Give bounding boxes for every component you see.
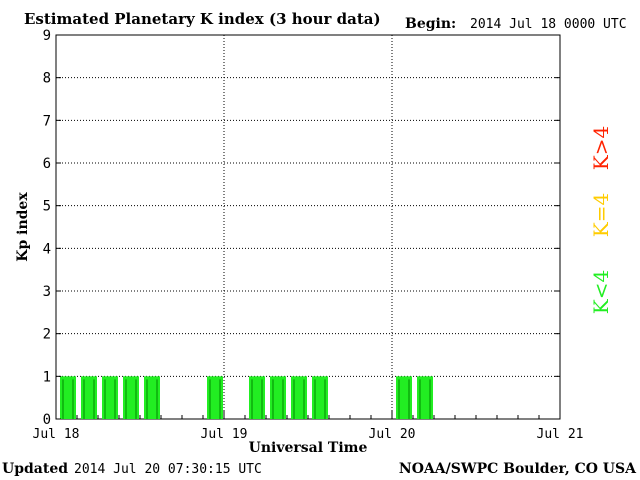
- grid: [56, 35, 560, 419]
- y-tick-label: 0: [43, 412, 51, 428]
- x-tick-label: Jul 20: [369, 427, 416, 442]
- x-axis: Jul 18 Jul 19 Jul 20 Jul 21: [33, 411, 584, 442]
- y-tick-label: 3: [43, 284, 51, 300]
- kp-bar: [60, 376, 76, 419]
- source-credit: NOAA/SWPC Boulder, CO USA: [399, 461, 637, 477]
- kp-bar: [417, 376, 433, 419]
- kp-bar: [123, 376, 139, 419]
- x-tick-label: Jul 19: [201, 427, 248, 442]
- updated-value: 2014 Jul 20 07:30:15 UTC: [74, 462, 262, 477]
- legend-k-equal-4: K=4: [589, 193, 613, 237]
- chart-title: Estimated Planetary K index (3 hour data…: [24, 10, 381, 28]
- x-tick-label: Jul 18: [33, 427, 80, 442]
- y-tick-label: 1: [43, 369, 51, 385]
- kp-bar: [102, 376, 118, 419]
- kp-bar: [270, 376, 286, 419]
- x-axis-title: Universal Time: [249, 440, 368, 456]
- updated-label: Updated: [2, 461, 68, 477]
- kp-bar: [144, 376, 160, 419]
- kp-bar: [207, 376, 223, 419]
- bars: [60, 376, 433, 419]
- y-tick-label: 4: [43, 241, 51, 257]
- legend-k-greater-4: K>4: [589, 126, 613, 170]
- y-tick-label: 9: [43, 28, 51, 44]
- x-tick-label: Jul 21: [537, 427, 584, 442]
- begin-value: 2014 Jul 18 0000 UTC: [470, 17, 627, 32]
- begin-label: Begin:: [405, 16, 456, 32]
- kp-bar: [396, 376, 412, 419]
- plot-frame: [55, 34, 561, 420]
- y-tick-label: 6: [43, 156, 51, 172]
- y-tick-label: 2: [43, 327, 51, 343]
- y-tick-label: 5: [43, 199, 51, 215]
- y-tick-label: 8: [43, 71, 51, 87]
- legend-k-less-4: K<4: [589, 270, 613, 314]
- y-tick-label: 7: [43, 113, 51, 129]
- kp-bar: [81, 376, 97, 419]
- kp-bar: [312, 376, 328, 419]
- kp-bar: [291, 376, 307, 419]
- y-axis: 0 1 2 3 4 5 6 7 8 9: [43, 28, 560, 428]
- y-axis-title: Kp index: [15, 192, 31, 262]
- kp-bar: [249, 376, 265, 419]
